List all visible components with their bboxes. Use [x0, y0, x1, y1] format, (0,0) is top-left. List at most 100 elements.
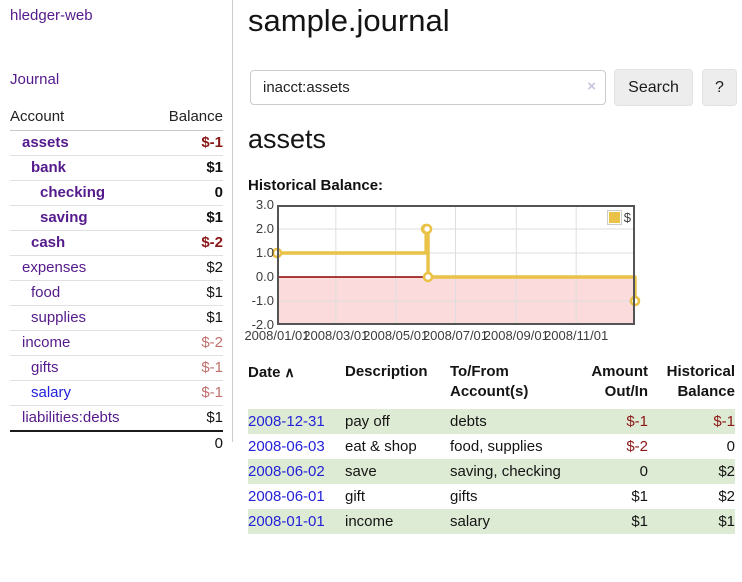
page-title: sample.journal [248, 3, 450, 38]
column-balance: Historical Balance [666, 363, 735, 400]
app-title-link[interactable]: hledger-web [10, 7, 93, 24]
register-amount: $1 [631, 513, 648, 530]
account-row: assets $-1 [10, 131, 223, 156]
accounts-list: assets $-1 bank $1 checking 0 saving $1 cash $-2 e… [10, 131, 223, 432]
y-axis-tick-label: -1.0 [251, 293, 274, 308]
chart-plot-area: $ [271, 205, 641, 325]
accounts-total-value: 0 [214, 435, 223, 452]
search-input[interactable] [250, 70, 606, 105]
account-balance-value: $-1 [201, 384, 223, 401]
sidebar-account-cash[interactable]: cash [31, 234, 66, 251]
account-balance-value: 0 [214, 184, 223, 201]
account-title: assets [248, 124, 327, 154]
register-balance: $2 [718, 463, 735, 480]
account-row: salary $-1 [10, 381, 223, 406]
table-row: 2008-06-01 gift gifts $1 $2 [248, 484, 735, 509]
x-axis-tick-label: 2008/11/01 [544, 328, 609, 343]
register-date-link[interactable]: 2008-06-03 [248, 438, 325, 455]
register-date-link[interactable]: 2008-12-31 [248, 413, 325, 430]
table-row: 2008-12-31 pay off debts $-1 $-1 [248, 409, 735, 434]
register-description: save [345, 463, 377, 480]
x-axis-tick-label: 2008/05/01 [363, 328, 429, 343]
register-accounts: salary [450, 513, 491, 530]
search-help-button[interactable]: ? [702, 69, 737, 106]
legend-swatch-icon [606, 210, 622, 225]
accounts-column-balance: Balance [168, 108, 223, 125]
x-axis-tick-label: 2008/01/01 [244, 328, 310, 343]
column-date[interactable]: Date ∧ [248, 364, 295, 381]
y-axis-tick-label: 0.0 [255, 269, 274, 284]
chart-svg [271, 205, 641, 325]
sort-ascending-icon: ∧ [284, 364, 295, 380]
register-amount: $-2 [626, 438, 648, 455]
sidebar-account-saving[interactable]: saving [40, 209, 88, 226]
chart-legend: $ [606, 210, 631, 225]
search-button[interactable]: Search [614, 69, 693, 106]
register-balance: 0 [726, 438, 735, 455]
account-balance-value: $1 [206, 209, 223, 226]
account-balance-value: $1 [206, 159, 223, 176]
register-amount: $-1 [626, 413, 648, 430]
account-row: liabilities:debts $1 [10, 406, 223, 432]
sidebar-account-gifts[interactable]: gifts [31, 359, 59, 376]
legend-label: $ [623, 210, 631, 225]
account-row: food $1 [10, 281, 223, 306]
column-accounts: To/From Account(s) [450, 363, 529, 400]
register-amount: 0 [639, 463, 648, 480]
y-axis-tick-label: 2.0 [255, 221, 274, 236]
account-row: checking 0 [10, 181, 223, 206]
account-row: expenses $2 [10, 256, 223, 281]
search-form: × Search ? [248, 69, 742, 106]
account-row: bank $1 [10, 156, 223, 181]
accounts-table-header: Account Balance [10, 104, 223, 131]
accounts-total-row: 0 [10, 432, 223, 456]
table-row: 2008-06-02 save saving, checking 0 $2 [248, 459, 735, 484]
sidebar-account-bank[interactable]: bank [31, 159, 67, 176]
table-row: 2008-01-01 income salary $1 $1 [248, 509, 735, 534]
sidebar-account-income[interactable]: income [22, 334, 71, 351]
accounts-table: Account Balance assets $-1 bank $1 checking 0… [10, 104, 223, 456]
account-row: supplies $1 [10, 306, 223, 331]
table-row: 2008-06-03 eat & shop food, supplies $-2 0 [248, 434, 735, 459]
sidebar-item-journal[interactable]: Journal [10, 71, 60, 88]
account-balance-value: $-2 [201, 234, 223, 251]
register-date-link[interactable]: 2008-06-02 [248, 463, 325, 480]
sidebar: hledger-web Journal Account Balance asse… [0, 0, 233, 452]
account-balance-value: $-1 [201, 359, 223, 376]
sidebar-account-salary[interactable]: salary [31, 384, 72, 401]
account-balance-value: $1 [206, 284, 223, 301]
sidebar-account-assets[interactable]: assets [22, 134, 69, 151]
register-date-link[interactable]: 2008-06-01 [248, 488, 325, 505]
register-table: Date ∧ Description To/From Account(s) Amo… [248, 358, 735, 534]
accounts-column-account: Account [10, 108, 65, 125]
register-date-link[interactable]: 2008-01-01 [248, 513, 325, 530]
x-axis-tick-label: 2008/07/01 [422, 328, 489, 343]
sidebar-account-checking[interactable]: checking [40, 184, 106, 201]
register-description: income [345, 513, 394, 530]
x-axis-tick-label: 2008/03/01 [303, 328, 369, 343]
account-balance-value: $1 [206, 409, 223, 426]
register-balance: $2 [718, 488, 735, 505]
account-balance-value: $-1 [201, 134, 223, 151]
account-row: income $-2 [10, 331, 223, 356]
account-row: gifts $-1 [10, 356, 223, 381]
register-header-row: Date ∧ Description To/From Account(s) Amo… [248, 358, 735, 409]
sidebar-account-supplies[interactable]: supplies [31, 309, 87, 326]
register-description: pay off [345, 413, 390, 430]
register-balance: $-1 [713, 413, 735, 430]
sidebar-account-liabilities-debts[interactable]: liabilities:debts [22, 409, 120, 426]
register-accounts: food, supplies [450, 438, 543, 455]
x-axis-tick-label: 2008/09/01 [483, 328, 549, 343]
column-amount: Amount Out/In [591, 363, 648, 400]
account-balance-value: $1 [206, 309, 223, 326]
search-field-wrap: × [250, 70, 606, 105]
y-axis-tick-label: 3.0 [255, 197, 274, 212]
sidebar-account-food[interactable]: food [31, 284, 61, 301]
historical-balance-chart: $ 3.0 2.0 1.0 0.0 -1.0 -2.0 2008/01/01 2008/03/… [244, 197, 742, 347]
account-balance-value: $-2 [201, 334, 223, 351]
account-row: cash $-2 [10, 231, 223, 256]
sidebar-account-expenses[interactable]: expenses [22, 259, 87, 276]
register-accounts: saving, checking [450, 463, 561, 480]
register-description: eat & shop [345, 438, 417, 455]
clear-search-icon[interactable]: × [587, 78, 596, 95]
